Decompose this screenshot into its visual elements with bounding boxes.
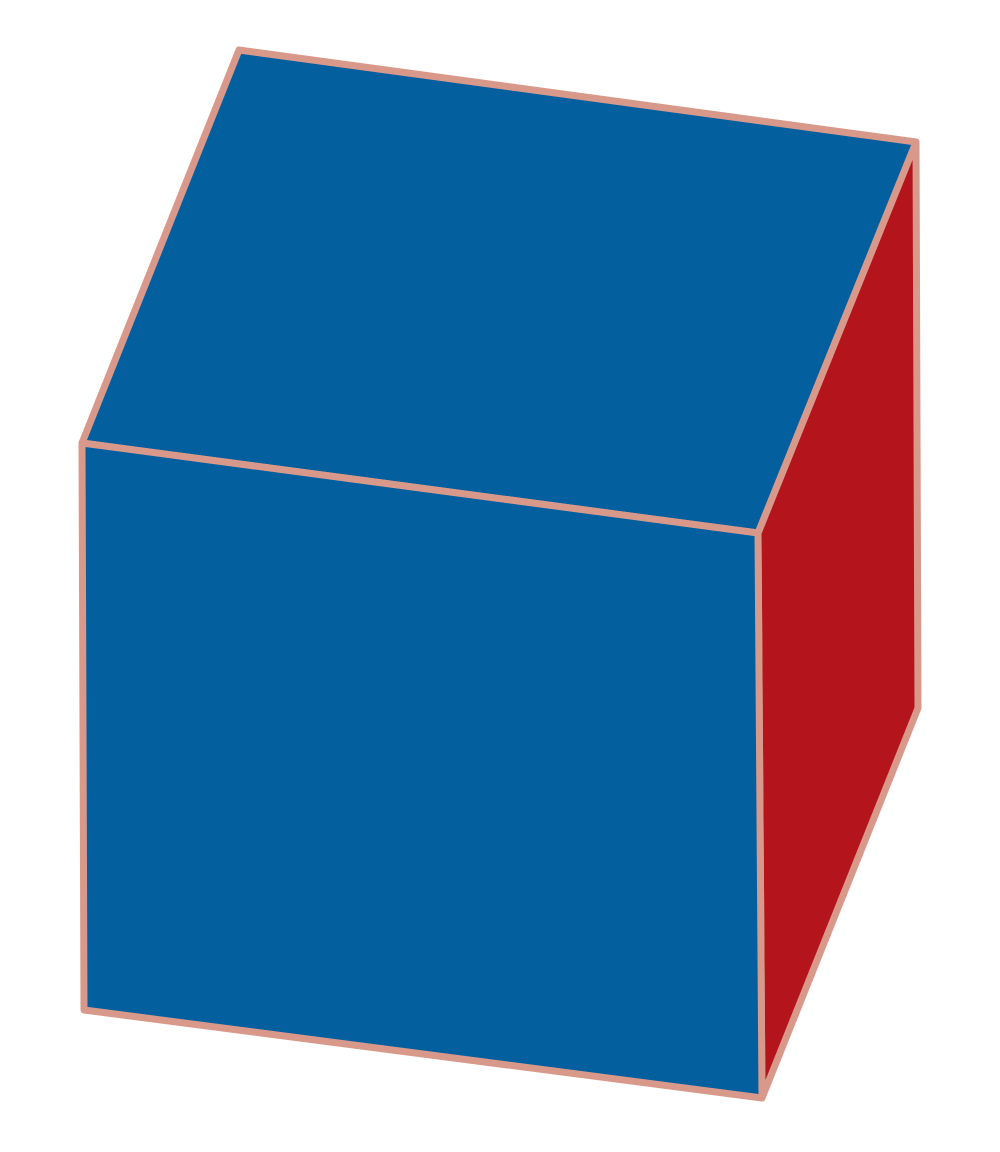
front-face [78, 439, 766, 1102]
